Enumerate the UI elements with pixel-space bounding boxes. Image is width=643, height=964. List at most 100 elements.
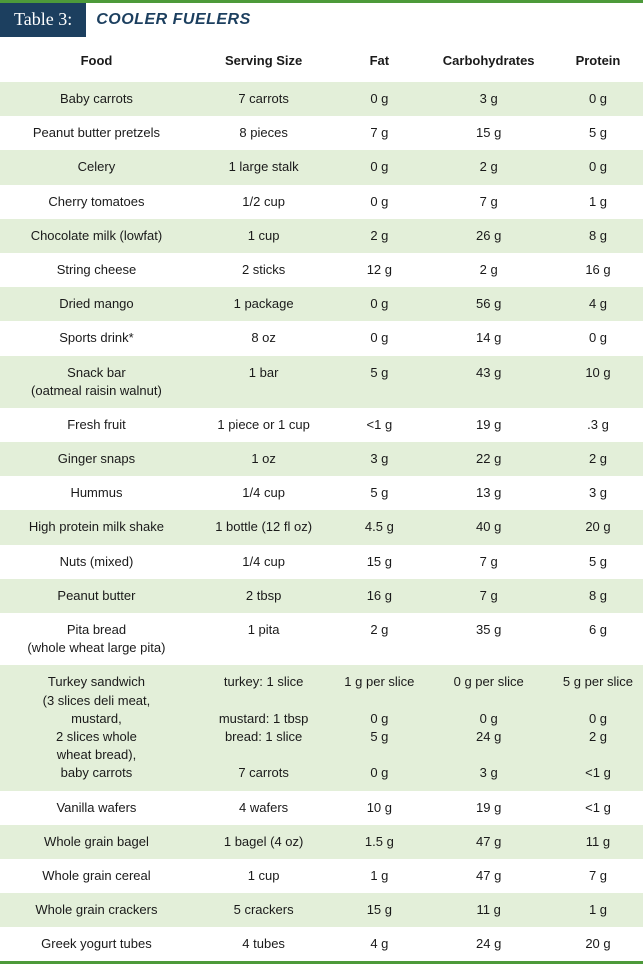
col-serving: Serving Size	[193, 37, 334, 82]
table-row: Vanilla wafers4 wafers10 g19 g<1 g	[0, 791, 643, 825]
cell-fat: 16 g	[334, 579, 424, 613]
cell-food: High protein milk shake	[0, 510, 193, 544]
table-row: Cherry tomatoes1/2 cup0 g7 g1 g	[0, 185, 643, 219]
cell-protein: 7 g	[553, 859, 643, 893]
table-row: Peanut butter pretzels8 pieces7 g15 g5 g	[0, 116, 643, 150]
cell-fat: 0 g	[334, 82, 424, 116]
cell-fat: 7 g	[334, 116, 424, 150]
cell-serving: turkey: 1 slice mustard: 1 tbspbread: 1 …	[193, 665, 334, 790]
cell-protein: 2 g	[553, 442, 643, 476]
cell-fat: 5 g	[334, 476, 424, 510]
cell-fat: 0 g	[334, 150, 424, 184]
cell-carb: 13 g	[424, 476, 553, 510]
cell-protein: 6 g	[553, 613, 643, 665]
cell-carb: 43 g	[424, 356, 553, 408]
cell-fat: 12 g	[334, 253, 424, 287]
cell-protein: 10 g	[553, 356, 643, 408]
cell-protein: 0 g	[553, 321, 643, 355]
cell-serving: 1 large stalk	[193, 150, 334, 184]
cell-protein: 8 g	[553, 579, 643, 613]
cell-food: Hummus	[0, 476, 193, 510]
cell-serving: 1/4 cup	[193, 545, 334, 579]
cell-carb: 40 g	[424, 510, 553, 544]
cell-serving: 1 package	[193, 287, 334, 321]
cell-protein: 20 g	[553, 510, 643, 544]
table-row: Celery1 large stalk0 g2 g0 g	[0, 150, 643, 184]
cell-carb: 15 g	[424, 116, 553, 150]
cell-serving: 8 oz	[193, 321, 334, 355]
cell-fat: 1 g	[334, 859, 424, 893]
cell-fat: <1 g	[334, 408, 424, 442]
cell-serving: 4 tubes	[193, 927, 334, 961]
cell-carb: 47 g	[424, 859, 553, 893]
cell-fat: 1.5 g	[334, 825, 424, 859]
cell-food: Nuts (mixed)	[0, 545, 193, 579]
table-row: High protein milk shake1 bottle (12 fl o…	[0, 510, 643, 544]
cell-food: Baby carrots	[0, 82, 193, 116]
cell-fat: 0 g	[334, 287, 424, 321]
cell-fat: 4 g	[334, 927, 424, 961]
cell-serving: 8 pieces	[193, 116, 334, 150]
cell-carb: 14 g	[424, 321, 553, 355]
cell-food: Snack bar(oatmeal raisin walnut)	[0, 356, 193, 408]
table-row: Turkey sandwich(3 slices deli meat,musta…	[0, 665, 643, 790]
cell-serving: 1 bottle (12 fl oz)	[193, 510, 334, 544]
col-carb: Carbohydrates	[424, 37, 553, 82]
cell-protein: 0 g	[553, 150, 643, 184]
table-row: Whole grain cereal1 cup1 g47 g7 g	[0, 859, 643, 893]
cell-food: Whole grain crackers	[0, 893, 193, 927]
cell-protein: 1 g	[553, 185, 643, 219]
cell-fat: 1 g per slice 0 g5 g 0 g	[334, 665, 424, 790]
cell-carb: 47 g	[424, 825, 553, 859]
cell-protein: 11 g	[553, 825, 643, 859]
col-protein: Protein	[553, 37, 643, 82]
table-row: Greek yogurt tubes4 tubes4 g24 g20 g	[0, 927, 643, 961]
table-title: COOLER FUELERS	[86, 3, 261, 37]
cell-fat: 3 g	[334, 442, 424, 476]
cell-carb: 24 g	[424, 927, 553, 961]
cell-serving: 1 bagel (4 oz)	[193, 825, 334, 859]
cell-fat: 2 g	[334, 219, 424, 253]
cell-serving: 5 crackers	[193, 893, 334, 927]
cell-fat: 10 g	[334, 791, 424, 825]
cell-carb: 7 g	[424, 579, 553, 613]
cell-protein: 4 g	[553, 287, 643, 321]
cell-serving: 1 cup	[193, 219, 334, 253]
cell-food: Celery	[0, 150, 193, 184]
cell-serving: 2 sticks	[193, 253, 334, 287]
table-row: Snack bar(oatmeal raisin walnut)1 bar5 g…	[0, 356, 643, 408]
cell-carb: 7 g	[424, 545, 553, 579]
cell-food: Peanut butter	[0, 579, 193, 613]
cell-carb: 3 g	[424, 82, 553, 116]
cell-fat: 0 g	[334, 185, 424, 219]
table-row: Chocolate milk (lowfat)1 cup2 g26 g8 g	[0, 219, 643, 253]
cell-protein: 0 g	[553, 82, 643, 116]
table-row: Fresh fruit1 piece or 1 cup<1 g19 g.3 g	[0, 408, 643, 442]
table-number-label: Table 3:	[0, 3, 86, 37]
cell-carb: 19 g	[424, 791, 553, 825]
table-row: Pita bread(whole wheat large pita)1 pita…	[0, 613, 643, 665]
cell-food: Pita bread(whole wheat large pita)	[0, 613, 193, 665]
cell-food: Peanut butter pretzels	[0, 116, 193, 150]
cell-carb: 35 g	[424, 613, 553, 665]
col-fat: Fat	[334, 37, 424, 82]
table-row: Ginger snaps1 oz3 g22 g2 g	[0, 442, 643, 476]
cell-serving: 2 tbsp	[193, 579, 334, 613]
cell-fat: 0 g	[334, 321, 424, 355]
cell-serving: 1 oz	[193, 442, 334, 476]
cell-protein: .3 g	[553, 408, 643, 442]
table-row: String cheese2 sticks12 g2 g16 g	[0, 253, 643, 287]
cell-protein: 1 g	[553, 893, 643, 927]
cell-protein: 5 g	[553, 116, 643, 150]
nutrition-table: Food Serving Size Fat Carbohydrates Prot…	[0, 37, 643, 961]
cell-food: Fresh fruit	[0, 408, 193, 442]
table-body: Baby carrots7 carrots0 g3 g0 gPeanut but…	[0, 82, 643, 961]
cell-fat: 2 g	[334, 613, 424, 665]
cell-food: Whole grain cereal	[0, 859, 193, 893]
cell-protein: 5 g	[553, 545, 643, 579]
cell-carb: 22 g	[424, 442, 553, 476]
cell-food: String cheese	[0, 253, 193, 287]
col-food: Food	[0, 37, 193, 82]
cell-fat: 15 g	[334, 545, 424, 579]
cell-food: Sports drink*	[0, 321, 193, 355]
